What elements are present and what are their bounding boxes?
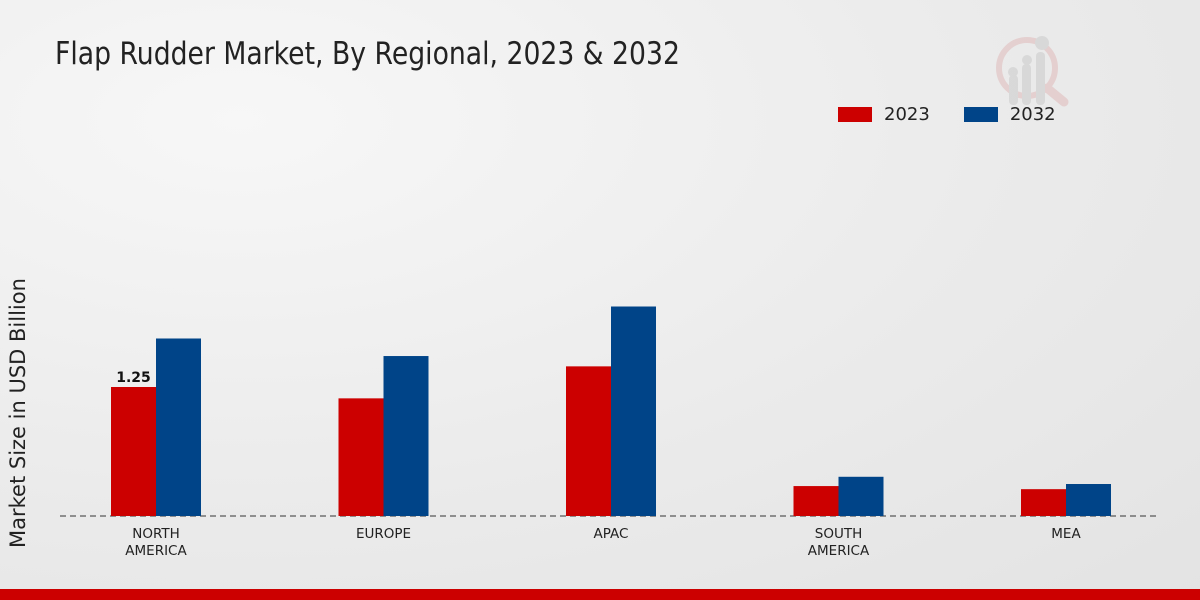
legend-label-2032: 2032 (1009, 104, 1056, 125)
bar-2023-apac (566, 366, 611, 516)
x-tick-label: AMERICA (125, 543, 187, 559)
x-tick-label: EUROPE (356, 526, 411, 542)
legend: 2023 2032 (838, 104, 1056, 125)
bar-2032-apac (611, 306, 656, 516)
bar-2032-europe (383, 356, 429, 516)
bar-2023-mea (1021, 489, 1066, 516)
x-tick-label: SOUTH (815, 526, 862, 542)
legend-swatch-2023 (838, 107, 872, 122)
footer-bar (0, 589, 1200, 600)
x-tick-label: MEA (1051, 526, 1081, 542)
x-tick-label: APAC (594, 526, 629, 542)
legend-item-2032: 2032 (963, 104, 1056, 125)
bar-2032-north-america (156, 338, 201, 516)
data-label: 1.25 (116, 370, 151, 386)
bar-2023-europe (338, 398, 384, 516)
bar-2032-mea (1066, 484, 1111, 516)
legend-swatch-2032 (963, 107, 998, 122)
bar-2023-south-america (793, 486, 839, 516)
x-tick-label: NORTH (132, 526, 180, 542)
bar-2032-south-america (838, 476, 884, 516)
chart-title: Flap Rudder Market, By Regional, 2023 & … (55, 36, 680, 72)
watermark-logo-icon (996, 36, 1069, 107)
legend-item-2023: 2023 (838, 104, 930, 125)
x-tick-label: AMERICA (808, 543, 870, 559)
legend-label-2023: 2023 (884, 104, 930, 125)
bar-2023-north-america (111, 387, 156, 516)
